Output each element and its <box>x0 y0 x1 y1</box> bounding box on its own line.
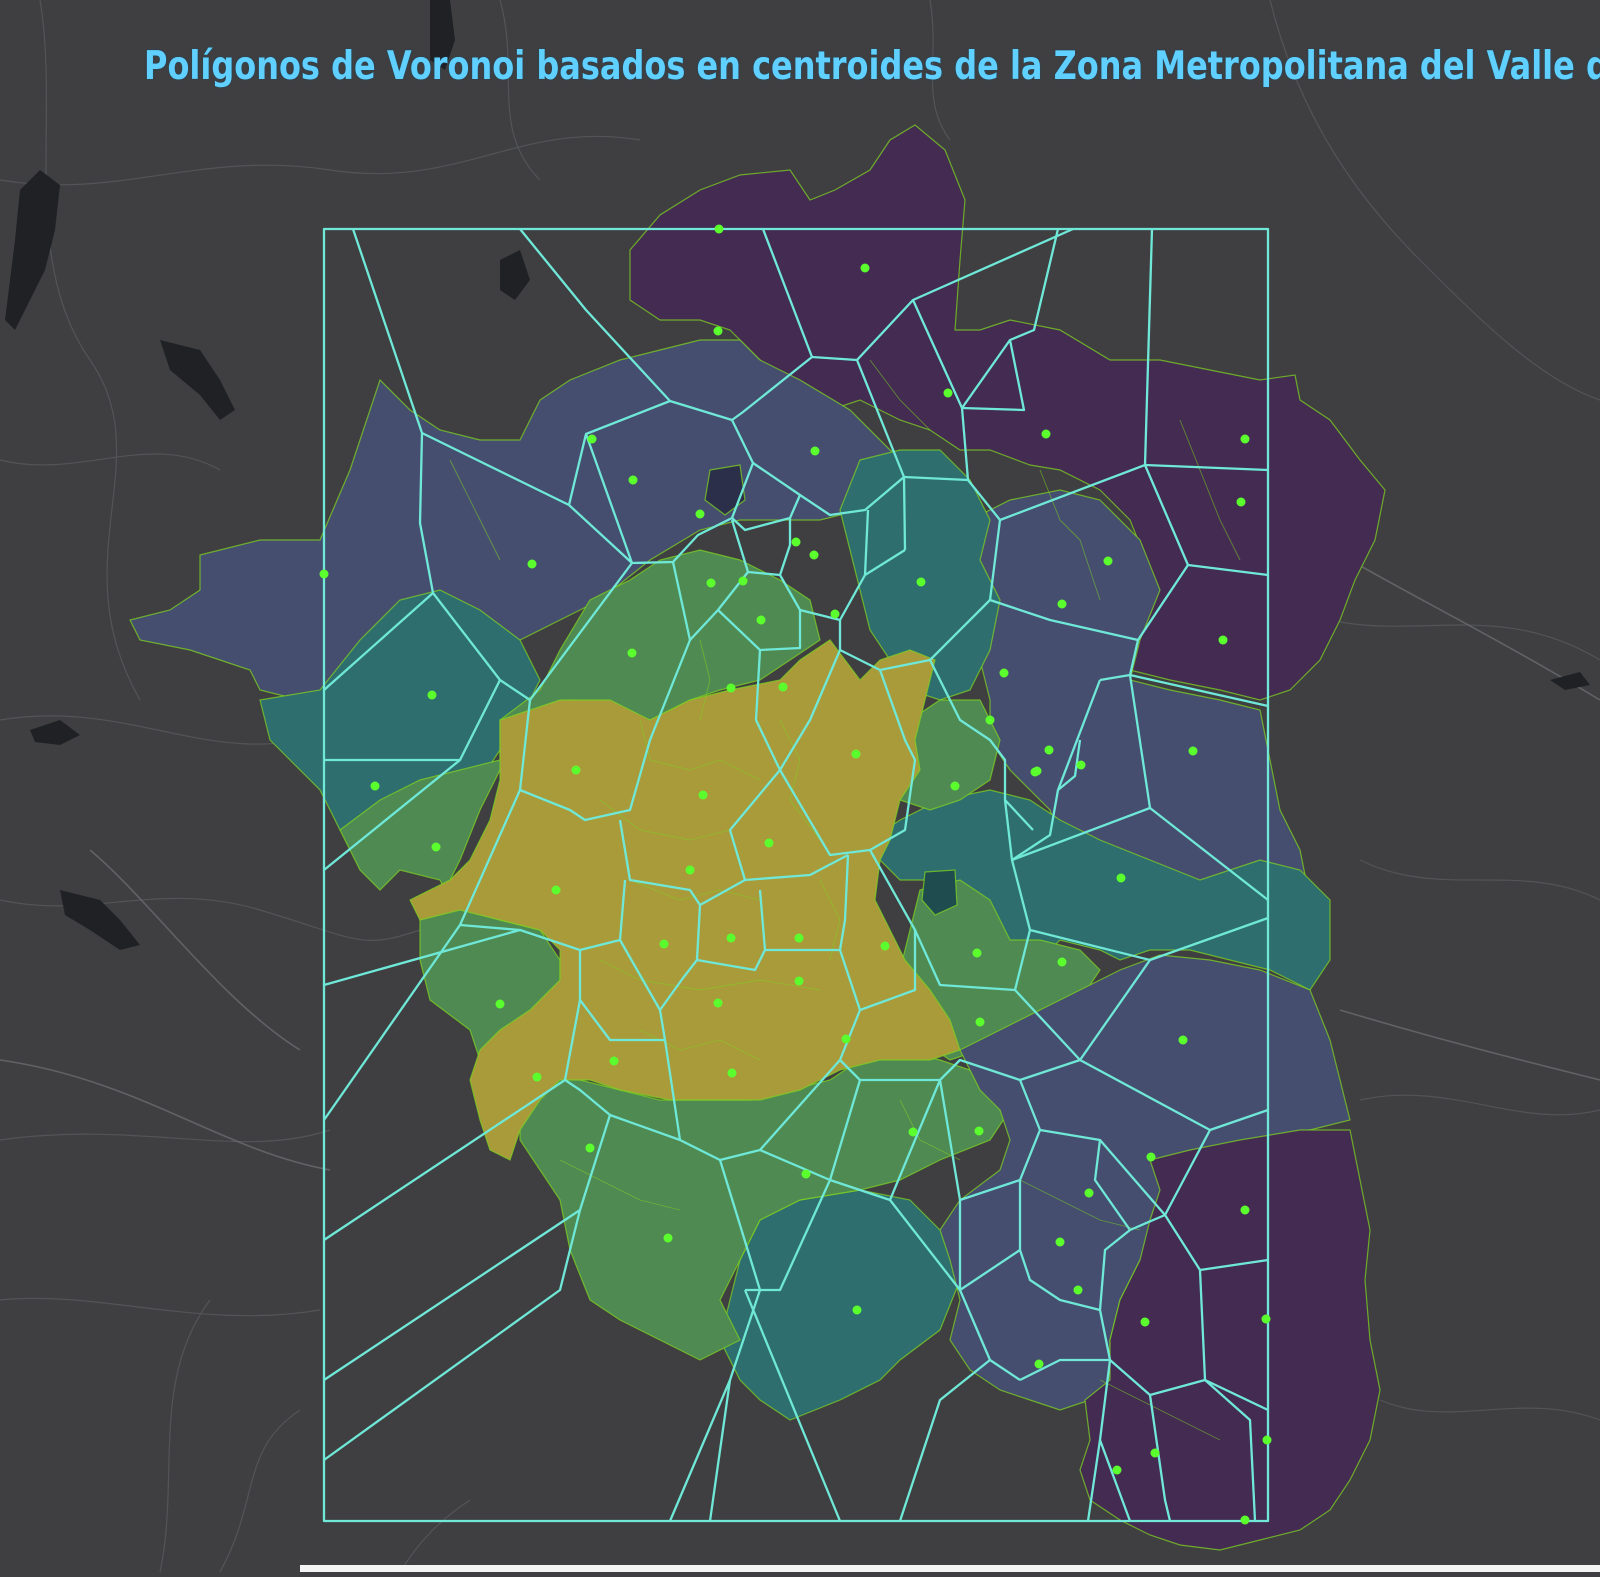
centroid-point[interactable] <box>801 1169 811 1179</box>
region-southeast-class-1 <box>1079 1129 1381 1551</box>
centroid-point[interactable] <box>794 976 804 986</box>
centroid-point[interactable] <box>1073 1285 1083 1295</box>
centroid-point[interactable] <box>943 388 953 398</box>
centroid-point[interactable] <box>975 1017 985 1027</box>
voronoi-edges <box>322 227 1270 1523</box>
centroid-point[interactable] <box>1103 556 1113 566</box>
voronoi-bounding-box <box>322 227 1270 1523</box>
centroid-point[interactable] <box>908 1127 918 1137</box>
centroid-point[interactable] <box>1218 635 1228 645</box>
centroid-point[interactable] <box>527 559 537 569</box>
centroid-point[interactable] <box>431 842 441 852</box>
centroid-point[interactable] <box>950 781 960 791</box>
centroid-point[interactable] <box>713 326 723 336</box>
centroid-point[interactable] <box>571 765 581 775</box>
centroid-point[interactable] <box>1112 1465 1122 1475</box>
centroid-point[interactable] <box>1140 1317 1150 1327</box>
centroid-point[interactable] <box>1261 1314 1271 1324</box>
basemap-lakes <box>5 0 1590 950</box>
centroid-point[interactable] <box>1044 745 1054 755</box>
centroid-point[interactable] <box>880 941 890 951</box>
centroid-point[interactable] <box>764 838 774 848</box>
centroid-point[interactable] <box>1116 873 1126 883</box>
centroid-point[interactable] <box>1240 434 1250 444</box>
centroid-point[interactable] <box>1076 760 1086 770</box>
centroid-point[interactable] <box>809 550 819 560</box>
centroid-point[interactable] <box>1084 1188 1094 1198</box>
centroid-point[interactable] <box>727 1068 737 1078</box>
centroid-point[interactable] <box>698 790 708 800</box>
centroid-point[interactable] <box>1034 1359 1044 1369</box>
region-core-class-5 <box>409 639 961 1161</box>
centroid-point[interactable] <box>756 615 766 625</box>
centroid-point[interactable] <box>794 933 804 943</box>
centroid-point[interactable] <box>1240 1205 1250 1215</box>
centroid-point[interactable] <box>1262 1435 1272 1445</box>
centroid-point[interactable] <box>427 690 437 700</box>
centroid-point[interactable] <box>1240 1515 1250 1525</box>
centroid-point[interactable] <box>738 576 748 586</box>
centroid-point[interactable] <box>1055 1237 1065 1247</box>
centroid-point[interactable] <box>713 998 723 1008</box>
footer-strip <box>300 1565 1600 1572</box>
centroid-point[interactable] <box>370 781 380 791</box>
centroid-point[interactable] <box>659 939 669 949</box>
centroid-point[interactable] <box>1057 599 1067 609</box>
centroid-point[interactable] <box>916 577 926 587</box>
centroid-point[interactable] <box>627 648 637 658</box>
centroid-point[interactable] <box>851 749 861 759</box>
centroid-point[interactable] <box>778 682 788 692</box>
centroid-point[interactable] <box>587 434 597 444</box>
centroid-point[interactable] <box>1178 1035 1188 1045</box>
centroid-point[interactable] <box>532 1072 542 1082</box>
centroid-point[interactable] <box>810 446 820 456</box>
centroid-point[interactable] <box>999 668 1009 678</box>
region-north-central-class-3 <box>839 449 1001 701</box>
centroid-point[interactable] <box>791 537 801 547</box>
centroid-point[interactable] <box>609 1056 619 1066</box>
centroid-point[interactable] <box>1041 429 1051 439</box>
map-title: Polígonos de Voronoi basados en centroid… <box>144 44 1600 89</box>
centroid-point[interactable] <box>860 263 870 273</box>
centroid-point[interactable] <box>695 509 705 519</box>
centroid-point[interactable] <box>663 1233 673 1243</box>
centroid-point[interactable] <box>714 224 724 234</box>
centroid-layer <box>319 224 1272 1525</box>
centroid-point[interactable] <box>706 578 716 588</box>
centroid-point[interactable] <box>841 1034 851 1044</box>
region-north-class-1 <box>629 124 1386 701</box>
centroid-point[interactable] <box>985 715 995 725</box>
centroid-point[interactable] <box>1146 1152 1156 1162</box>
municipal-boundaries <box>449 359 1241 1441</box>
centroid-point[interactable] <box>1030 767 1040 777</box>
centroid-point[interactable] <box>319 569 329 579</box>
centroid-point[interactable] <box>974 1126 984 1136</box>
centroid-point[interactable] <box>495 999 505 1009</box>
centroid-point[interactable] <box>852 1305 862 1315</box>
centroid-point[interactable] <box>628 475 638 485</box>
dark-patch-east <box>921 869 958 916</box>
centroid-point[interactable] <box>551 885 561 895</box>
centroid-point[interactable] <box>585 1143 595 1153</box>
centroid-point[interactable] <box>972 948 982 958</box>
centroid-point[interactable] <box>726 683 736 693</box>
centroid-point[interactable] <box>1236 497 1246 507</box>
centroid-point[interactable] <box>830 609 840 619</box>
centroid-point[interactable] <box>685 865 695 875</box>
centroid-point[interactable] <box>1150 1448 1160 1458</box>
municipal-fills <box>129 124 1386 1551</box>
centroid-point[interactable] <box>726 933 736 943</box>
centroid-point[interactable] <box>1188 746 1198 756</box>
centroid-point[interactable] <box>1057 957 1067 967</box>
